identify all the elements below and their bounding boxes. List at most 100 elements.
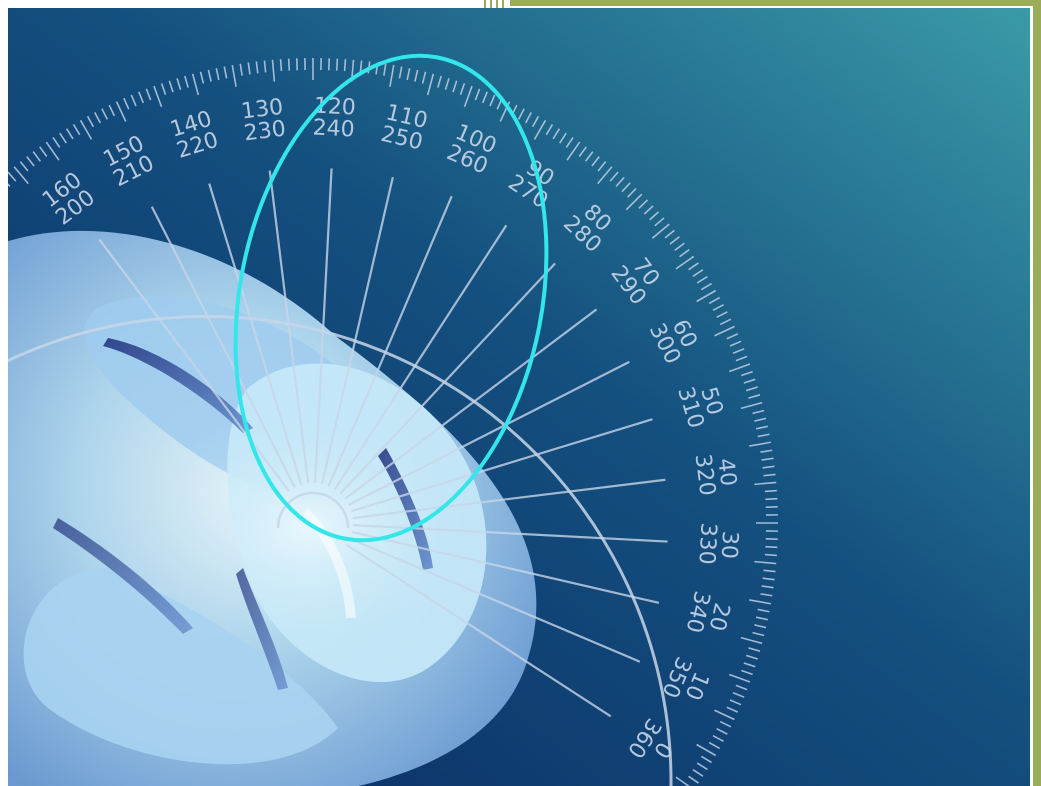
protractor-tick	[679, 249, 690, 258]
protractor-ray	[344, 308, 598, 500]
protractor-tick	[688, 262, 699, 271]
protractor-tick	[763, 569, 776, 573]
protractor-tick	[729, 673, 751, 683]
protractor-tick	[669, 236, 680, 245]
protractor-tick	[743, 378, 756, 384]
protractor-tick	[732, 691, 745, 698]
protractor-ray	[327, 195, 453, 487]
protractor-tick	[566, 141, 581, 161]
protractor-tick	[247, 62, 251, 75]
protractor-tick	[762, 465, 775, 469]
protractor-tick	[8, 171, 17, 182]
protractor-tick	[231, 64, 237, 87]
protractor-tick	[93, 112, 102, 124]
protractor-tick	[760, 449, 773, 453]
protractor-tick	[426, 73, 435, 96]
accent-bar-right	[1033, 0, 1041, 786]
protractor-tick	[754, 417, 767, 422]
protractor-tick	[754, 560, 777, 565]
protractor-tick	[452, 80, 458, 93]
protractor-label-inner: 330	[693, 522, 720, 565]
protractor-tick	[279, 59, 283, 72]
protractor-ray	[208, 183, 303, 486]
protractor-tick	[729, 699, 742, 706]
protractor-ray	[352, 523, 668, 543]
protractor-tick	[406, 67, 411, 81]
protractor-tick	[79, 119, 93, 140]
protractor-tick	[714, 709, 735, 721]
protractor-tick	[19, 161, 29, 172]
protractor-tick	[59, 132, 67, 144]
protractor-ray	[268, 170, 310, 484]
protractor-tick	[421, 71, 427, 84]
protractor-tick	[714, 325, 735, 337]
protractor-tick	[343, 59, 347, 72]
protractor-label-inner: 230	[243, 116, 288, 146]
protractor-tick	[761, 585, 774, 589]
protractor-tick	[463, 85, 473, 107]
protractor-tick	[675, 255, 695, 270]
protractor-tick	[26, 156, 35, 167]
protractor-tick	[199, 71, 205, 84]
protractor-tick	[72, 124, 81, 136]
protractor-tick	[474, 88, 481, 101]
protractor-tick	[688, 775, 699, 784]
protractor-tick	[621, 182, 631, 193]
protractor-tick	[743, 662, 756, 668]
protractor-tick	[763, 473, 776, 477]
protractor-tick	[752, 409, 765, 415]
protractor-tick	[716, 311, 728, 319]
bulb-protractor-illustration: 0360103502034030330403205031060300702908…	[8, 8, 1030, 786]
protractor-tick	[263, 60, 267, 73]
protractor-tick	[729, 340, 742, 347]
protractor-tick	[545, 124, 554, 136]
protractor-ray	[348, 360, 630, 506]
protractor-tick	[674, 242, 685, 252]
protractor-tick	[696, 289, 717, 303]
protractor-tick	[729, 363, 751, 373]
protractor-ray	[352, 478, 666, 520]
protractor-tick	[414, 69, 419, 82]
protractor-tick	[101, 108, 109, 120]
protractor-tick	[45, 141, 60, 161]
protractor-tick	[552, 128, 561, 140]
protractor-tick	[712, 734, 724, 743]
protractor-label-inner: 240	[312, 115, 355, 142]
protractor-tick	[597, 166, 613, 185]
protractor-tick	[160, 83, 167, 95]
protractor-tick	[696, 743, 717, 757]
protractor-tick	[52, 137, 61, 148]
protractor-tick	[239, 63, 243, 76]
protractor-ray	[349, 537, 641, 663]
protractor-tick	[108, 104, 116, 117]
protractor-tick	[398, 66, 403, 79]
protractor-tick	[615, 176, 625, 187]
protractor-label-outer: 130	[240, 95, 285, 125]
protractor-tick	[741, 669, 753, 676]
protractor-tick	[123, 97, 130, 110]
protractor-tick	[664, 229, 675, 239]
protractor-tick	[13, 166, 29, 185]
protractor-tick	[719, 720, 732, 728]
protractor-tick	[215, 67, 220, 81]
protractor-tick	[654, 217, 665, 227]
protractor-tick	[591, 156, 600, 167]
protractor-tick	[754, 481, 777, 486]
protractor-tick	[765, 497, 778, 501]
protractor-tick	[749, 441, 772, 447]
protractor-tick	[255, 61, 259, 74]
protractor-tick	[741, 370, 753, 377]
protractor-tick	[651, 223, 670, 239]
protractor-tick	[533, 119, 547, 140]
protractor-tick	[708, 296, 721, 305]
protractor-tick	[732, 348, 745, 355]
protractor-tick	[700, 755, 712, 764]
protractor-tick	[115, 101, 127, 122]
protractor-tick	[748, 394, 761, 399]
protractor-tick	[32, 151, 42, 162]
protractor-tick	[287, 58, 291, 71]
protractor-tick	[745, 386, 758, 392]
protractor-center	[276, 491, 350, 529]
protractor-ray	[339, 262, 556, 495]
